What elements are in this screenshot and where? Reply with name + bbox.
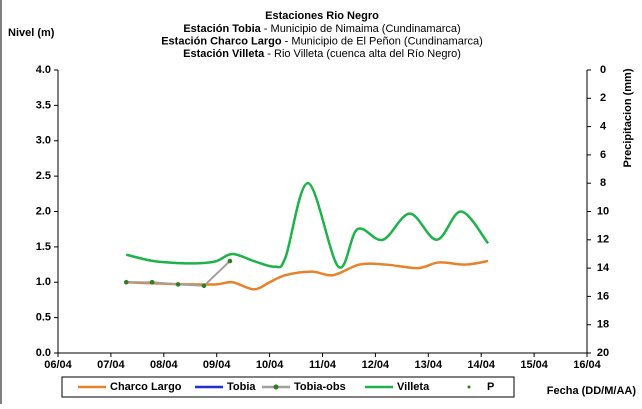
- legend-label: Villeta: [397, 381, 430, 393]
- x-tick-label: 06/04: [44, 359, 72, 371]
- legend-label: Tobia: [227, 381, 256, 393]
- y-tick-label: 3.5: [36, 99, 51, 111]
- legend-marker: [273, 384, 279, 390]
- series-marker: [175, 282, 181, 287]
- y-tick-label: 2.5: [36, 170, 51, 182]
- x-tick-label: 15/04: [520, 359, 548, 371]
- legend-label: Charco Largo: [110, 381, 182, 393]
- subtitle-station: Estación Villeta: [183, 48, 265, 60]
- subtitle-text: - Municipio de Nimaima (Cundinamarca): [261, 23, 461, 35]
- subtitle-station: Estación Charco Largo: [161, 35, 282, 47]
- series-line: [125, 181, 490, 269]
- x-tick-label: 16/04: [573, 359, 601, 371]
- x-tick-label: 10/04: [256, 359, 284, 371]
- y-axis-label: Nivel (m): [8, 27, 55, 39]
- x-tick-label: 13/04: [415, 359, 443, 371]
- y2-tick-label: 10: [597, 205, 609, 217]
- series-marker: [227, 258, 233, 264]
- x-axis-label: Fecha (DD/M/AA): [547, 385, 637, 397]
- chart-subtitle: Estación Tobia - Municipio de Nimaima (C…: [183, 23, 460, 35]
- y2-tick-label: 20: [597, 347, 609, 359]
- x-tick-label: 12/04: [362, 359, 390, 371]
- y-tick-label: 0.5: [36, 312, 51, 324]
- y2-tick-label: 12: [597, 234, 609, 246]
- subtitle-text: - Rio Villeta (cuenca alta del Río Negro…: [264, 48, 461, 60]
- series-marker: [201, 283, 207, 289]
- y-tick-label: 1.5: [36, 241, 51, 253]
- legend-label: Tobia-obs: [294, 381, 346, 393]
- y2-tick-label: 4: [600, 121, 607, 133]
- chart-title: Estaciones Rio Negro: [265, 10, 379, 22]
- y-tick-label: 0.0: [36, 347, 51, 359]
- chart-subtitle: Estación Villeta - Rio Villeta (cuenca a…: [183, 48, 461, 60]
- legend-label: P: [487, 381, 494, 393]
- y2-tick-label: 6: [600, 149, 606, 161]
- y2-tick-label: 18: [597, 319, 609, 331]
- legend-marker: [467, 385, 471, 389]
- y2-tick-label: 2: [600, 92, 606, 104]
- y-tick-label: 4.0: [36, 64, 51, 76]
- subtitle-text: - Municipio de El Peñon (Cundinamarca): [282, 35, 483, 47]
- y2-tick-label: 8: [600, 177, 606, 189]
- series-marker: [149, 279, 155, 285]
- plot-area: [58, 70, 587, 353]
- y2-tick-label: 16: [597, 290, 609, 302]
- x-tick-label: 07/04: [97, 359, 125, 371]
- x-tick-label: 14/04: [467, 359, 495, 371]
- x-tick-label: 11/04: [309, 359, 337, 371]
- y-tick-label: 2.0: [36, 205, 51, 217]
- y-tick-label: 1.0: [36, 276, 51, 288]
- y2-tick-label: 0: [600, 64, 606, 76]
- subtitle-station: Estación Tobia: [183, 23, 261, 35]
- y2-axis-label: Precipitacion (mm): [622, 68, 634, 167]
- y2-tick-label: 14: [597, 262, 610, 274]
- series-marker: [123, 279, 129, 285]
- chart-subtitle: Estación Charco Largo - Municipio de El …: [161, 35, 483, 47]
- x-tick-label: 08/04: [150, 359, 178, 371]
- y-tick-label: 3.0: [36, 135, 51, 147]
- x-tick-label: 09/04: [203, 359, 231, 371]
